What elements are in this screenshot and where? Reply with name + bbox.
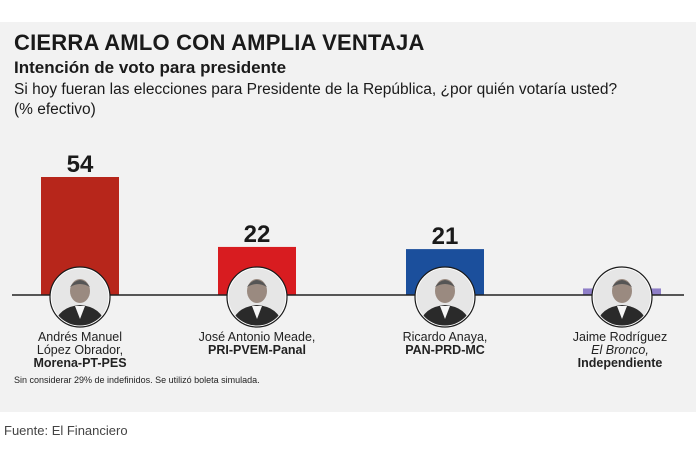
survey-question: Si hoy fueran las elecciones para Presid…: [14, 81, 618, 98]
candidate-label-anaya: Ricardo Anaya, PAN-PRD-MC: [370, 331, 520, 357]
candidate-photo-icon: [49, 266, 111, 328]
candidate-name-line2: El Bronco,: [591, 343, 649, 357]
candidate-party: PAN-PRD-MC: [405, 343, 485, 357]
data-label: 22: [244, 221, 271, 248]
candidate-photo-icon: [414, 266, 476, 328]
footnote: Sin considerar 29% de indefinidos. Se ut…: [14, 375, 260, 385]
candidate-label-amlo: Andrés Manuel López Obrador, Morena-PT-P…: [5, 331, 155, 370]
candidate-party: Morena-PT-PES: [33, 356, 127, 370]
candidate-name-line1: Andrés Manuel: [37, 330, 123, 344]
chart-subtitle: Intención de voto para presidente: [14, 58, 287, 77]
candidate-name-line2: López Obrador,: [36, 343, 124, 357]
candidate-photo-icon: [226, 266, 288, 328]
candidate-name-line1: Ricardo Anaya,: [402, 330, 488, 344]
candidate-party: PRI-PVEM-Panal: [208, 343, 306, 357]
data-label: 21: [432, 223, 459, 250]
candidate-label-rodriguez: Jaime Rodríguez El Bronco, Independiente: [545, 331, 695, 370]
candidate-party: Independiente: [577, 356, 663, 370]
source-credit: Fuente: El Financiero: [4, 423, 128, 438]
chart-title: CIERRA AMLO CON AMPLIA VENTAJA: [14, 30, 425, 55]
data-label: 54: [67, 151, 94, 178]
unit-label: (% efectivo): [14, 101, 96, 118]
candidate-name-line1: Jaime Rodríguez: [572, 330, 668, 344]
candidate-photo-icon: [591, 266, 653, 328]
candidate-label-meade: José Antonio Meade, PRI-PVEM-Panal: [182, 331, 332, 357]
candidate-name-line1: José Antonio Meade,: [198, 330, 316, 344]
